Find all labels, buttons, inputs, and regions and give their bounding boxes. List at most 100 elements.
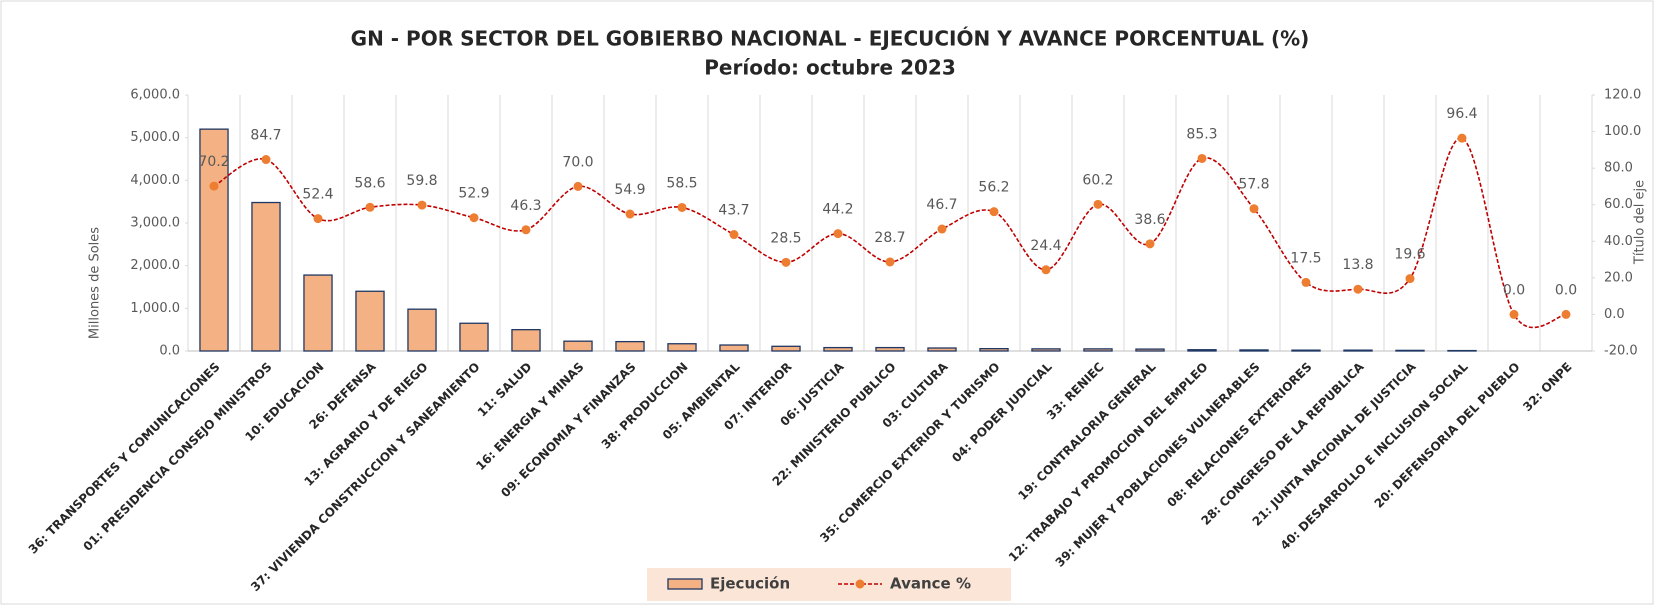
- chart-subtitle: Período: octubre 2023: [704, 56, 955, 80]
- y-tick-label: 1,000.0: [130, 301, 180, 316]
- legend-label: Ejecución: [710, 575, 790, 593]
- bar: [303, 274, 333, 352]
- data-label: 58.5: [666, 175, 697, 191]
- marker: [1093, 199, 1103, 209]
- marker: [1457, 133, 1467, 143]
- data-label: 52.9: [458, 186, 489, 202]
- marker: [1405, 274, 1415, 284]
- legend-swatch: [667, 578, 703, 590]
- y2-tick-label: 40.0: [1604, 234, 1633, 249]
- data-label: 43.7: [718, 203, 749, 219]
- bar: [1395, 349, 1425, 352]
- marker: [937, 224, 947, 234]
- data-label: 44.2: [822, 202, 853, 218]
- bar: [719, 344, 749, 352]
- marker: [833, 229, 843, 239]
- data-label: 58.6: [354, 175, 385, 191]
- marker: [365, 202, 375, 212]
- data-label: 84.7: [250, 128, 281, 144]
- bar: [199, 128, 229, 352]
- y2-tick-label: 100.0: [1604, 124, 1641, 139]
- bar: [667, 343, 697, 352]
- data-label: 24.4: [1030, 238, 1061, 254]
- bar: [355, 290, 385, 352]
- y2-tick-label: 20.0: [1604, 270, 1633, 285]
- data-label: 0.0: [1503, 282, 1525, 298]
- marker: [885, 257, 895, 267]
- bar: [823, 346, 853, 352]
- y-tick-label: 4,000.0: [130, 173, 180, 188]
- y-tick-label: 6,000.0: [130, 88, 180, 103]
- y2-tick-label: 80.0: [1604, 161, 1633, 176]
- marker: [677, 202, 687, 212]
- bar: [979, 348, 1009, 352]
- chart-title: GN - POR SECTOR DEL GOBIERBO NACIONAL - …: [351, 27, 1310, 51]
- data-label: 70.0: [562, 154, 593, 170]
- bar: [251, 201, 281, 352]
- data-label: 59.8: [406, 173, 437, 189]
- marker: [729, 230, 739, 240]
- data-label: 85.3: [1186, 126, 1217, 142]
- bar: [1343, 349, 1373, 352]
- marker: [313, 214, 323, 224]
- marker: [1145, 239, 1155, 249]
- bar: [511, 329, 541, 352]
- data-label: 0.0: [1555, 282, 1577, 298]
- bar: [1187, 349, 1217, 352]
- legend-label: Avance %: [890, 575, 971, 593]
- y2-tick-label: -20.0: [1604, 344, 1638, 359]
- legend-box: [647, 568, 1011, 601]
- marker: [781, 257, 791, 267]
- bar: [875, 346, 905, 352]
- marker: [989, 207, 999, 217]
- y2-tick-label: 60.0: [1604, 197, 1633, 212]
- data-label: 70.2: [198, 154, 229, 170]
- bar: [459, 322, 489, 352]
- bar: [927, 347, 957, 352]
- data-label: 17.5: [1290, 250, 1321, 266]
- data-label: 13.8: [1342, 257, 1373, 273]
- data-label: 28.7: [874, 230, 905, 246]
- bar: [1031, 348, 1061, 352]
- marker: [1353, 284, 1363, 294]
- marker: [1561, 309, 1571, 319]
- data-label: 28.5: [770, 230, 801, 246]
- y-tick-label: 0.0: [159, 344, 180, 359]
- legend-marker: [855, 579, 865, 589]
- bar: [1239, 349, 1269, 352]
- bar: [1291, 349, 1321, 352]
- bar: [563, 340, 593, 352]
- bar: [407, 308, 437, 352]
- data-label: 60.2: [1082, 172, 1113, 188]
- marker: [1197, 153, 1207, 163]
- marker: [573, 181, 583, 191]
- data-label: 46.3: [510, 198, 541, 214]
- marker: [209, 181, 219, 191]
- marker: [1509, 309, 1519, 319]
- y2-axis-label: Título del eje: [1633, 180, 1648, 265]
- bar: [1135, 348, 1165, 352]
- marker: [1041, 265, 1051, 275]
- bar: [615, 340, 645, 352]
- data-label: 96.4: [1446, 106, 1477, 122]
- data-label: 19.6: [1394, 247, 1425, 263]
- y-tick-label: 2,000.0: [130, 258, 180, 273]
- y-tick-label: 3,000.0: [130, 216, 180, 231]
- data-label: 46.7: [926, 197, 957, 213]
- data-label: 57.8: [1238, 177, 1269, 193]
- marker: [469, 213, 479, 223]
- bar: [1083, 348, 1113, 352]
- bar: [771, 345, 801, 352]
- marker: [1301, 277, 1311, 287]
- marker: [625, 209, 635, 219]
- marker: [1249, 204, 1259, 214]
- data-label: 52.4: [302, 187, 333, 203]
- y-tick-label: 5,000.0: [130, 130, 180, 145]
- marker: [521, 225, 531, 235]
- marker: [417, 200, 427, 210]
- data-label: 56.2: [978, 180, 1009, 196]
- data-label: 38.6: [1134, 212, 1165, 228]
- y2-tick-label: 0.0: [1604, 307, 1625, 322]
